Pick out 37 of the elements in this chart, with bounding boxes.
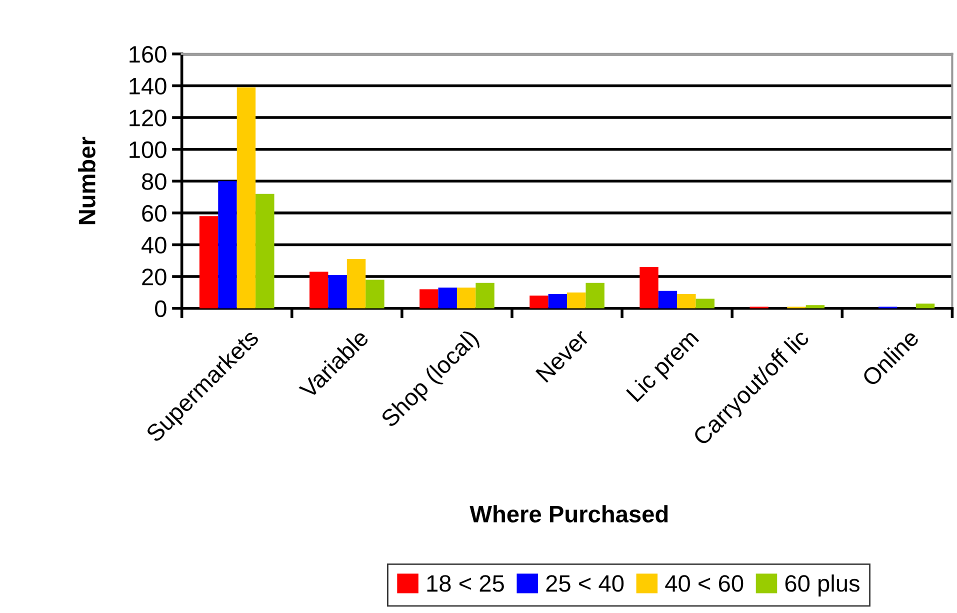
bar: [328, 274, 347, 308]
bar: [586, 282, 604, 308]
bar: [696, 298, 714, 308]
bar: [438, 288, 457, 308]
y-tick-label: 80: [142, 173, 166, 190]
bar: [548, 294, 568, 308]
bar: [658, 290, 678, 308]
legend-label: 18 < 25: [427, 575, 504, 592]
y-tick-label: 120: [130, 110, 166, 126]
bar: [420, 289, 438, 308]
bar: [236, 87, 256, 308]
legend-label: 60 plus: [785, 574, 860, 596]
legend-label: 40 < 60: [665, 575, 744, 592]
bar: [218, 181, 237, 308]
bar: [476, 282, 494, 308]
bar: [640, 267, 658, 308]
y-tick-label: 20: [142, 268, 166, 286]
y-tick-label: 100: [130, 141, 166, 158]
bar: [530, 296, 548, 308]
y-axis-title: Number: [78, 136, 96, 224]
bar: [199, 216, 218, 308]
y-tick-label: 160: [130, 46, 166, 63]
bar: [567, 292, 586, 308]
bar: [256, 194, 274, 308]
bar: [916, 304, 935, 308]
y-tick-label: 140: [130, 78, 166, 95]
x-axis-title: Where Purchased: [470, 505, 668, 523]
y-tick-label: 0: [155, 300, 166, 318]
bar: [346, 259, 366, 308]
bar: [456, 288, 476, 308]
bar: [806, 305, 825, 308]
y-tick-label: 60: [142, 205, 166, 222]
bar: [677, 294, 696, 308]
bar: [366, 280, 384, 308]
legend-label: 25 < 40: [546, 575, 624, 592]
y-tick-label: 40: [142, 236, 166, 254]
bar: [309, 272, 328, 308]
